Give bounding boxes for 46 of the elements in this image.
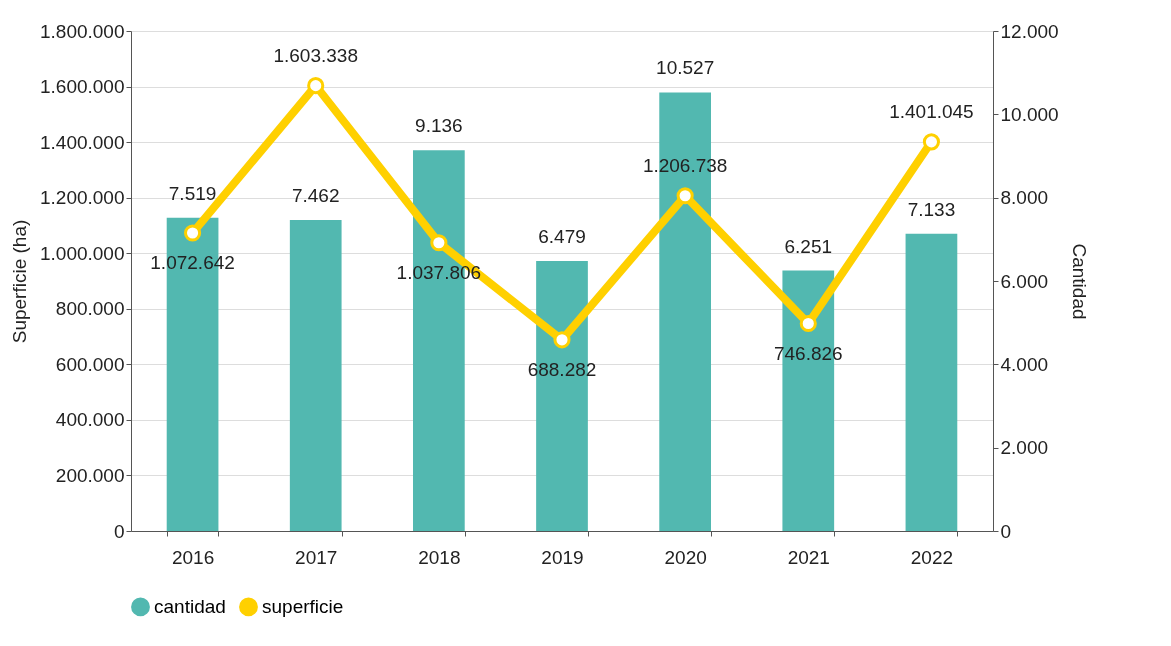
legend-label: superficie: [262, 595, 344, 617]
data-label: 1.401.045: [889, 100, 974, 122]
y2-tick-label: 12.000: [1000, 20, 1059, 42]
x-tick-label: 2022: [910, 546, 954, 568]
y2-tick-label: 0: [1000, 520, 1012, 542]
y-tick-label: 1.800.000: [39, 20, 125, 42]
x-tick-label: 2021: [787, 546, 830, 568]
y-tick-label: 1.200.000: [39, 187, 125, 209]
x-tick-label: 2018: [418, 546, 461, 568]
bar: [289, 220, 342, 531]
bar: [905, 233, 958, 531]
point: [430, 234, 448, 252]
y-tick-label: 1.000.000: [39, 242, 125, 264]
data-label: 6.479: [538, 226, 586, 248]
y2-tick-label: 10.000: [1000, 103, 1059, 125]
data-label: 6.251: [784, 235, 833, 257]
point: [184, 224, 202, 242]
y-tick-label: 400.000: [55, 409, 125, 431]
y2-tick-label: 2.000: [1000, 437, 1049, 459]
point: [799, 314, 817, 333]
x-tick-label: 2017: [295, 546, 338, 568]
data-label: 1.603.338: [273, 44, 358, 66]
y2-tick-label: 6.000: [1000, 270, 1049, 292]
y2-tick-label: 8.000: [1000, 187, 1049, 209]
x-tick-label: 2020: [664, 546, 707, 568]
y-axis-title: Superficie (ha): [8, 219, 30, 344]
x-tick-label: 2016: [171, 546, 215, 568]
data-label: 7.133: [907, 198, 956, 220]
point: [676, 187, 694, 205]
x-tick-label: 2019: [541, 546, 584, 568]
data-label: 7.462: [291, 185, 340, 207]
y-tick-label: 1.600.000: [39, 76, 125, 98]
y-tick-label: 200.000: [55, 464, 125, 486]
y-tick-label: 600.000: [55, 353, 125, 375]
legend-label: cantidad: [154, 595, 226, 617]
point: [553, 331, 571, 349]
y-tick-label: 800.000: [55, 298, 125, 320]
y-tick-label: 1.400.000: [39, 131, 125, 153]
point: [922, 133, 940, 151]
data-label: 9.136: [415, 115, 463, 137]
data-label: 10.527: [656, 57, 715, 79]
y2-tick-label: 4.000: [1000, 353, 1049, 375]
y2-axis-title: Cantidad: [1068, 243, 1090, 320]
data-label: 7.519: [168, 182, 217, 204]
point: [307, 77, 325, 95]
y-tick-label: 0: [113, 520, 125, 542]
